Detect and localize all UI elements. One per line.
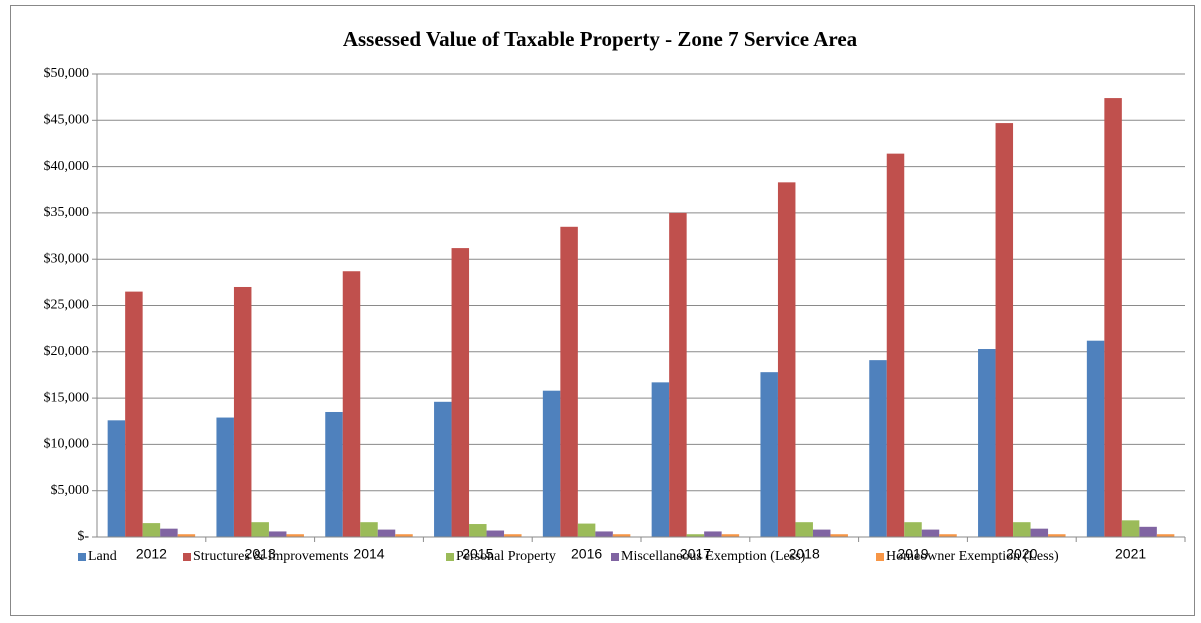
y-tick-label: $50,000: [44, 66, 90, 81]
bar: [577, 523, 596, 537]
bar: [995, 123, 1014, 537]
bar: [1104, 98, 1122, 538]
x-tick-label: 2021: [1115, 546, 1146, 562]
y-tick-label: $35,000: [44, 205, 90, 220]
bar: [504, 534, 522, 537]
legend-label: Land: [88, 549, 117, 564]
legend-label: Miscellaneous Exemption (Less): [621, 549, 806, 564]
bar: [1139, 526, 1157, 537]
bar: [978, 349, 996, 537]
x-tick-label: 2020: [1006, 546, 1037, 562]
x-tick-label: 2015: [462, 546, 493, 562]
bar: [1156, 534, 1175, 537]
bar: [704, 531, 722, 537]
bar: [760, 372, 778, 537]
legend-swatch: [183, 553, 191, 561]
bar: [777, 182, 796, 538]
x-tick-label: 2018: [789, 546, 820, 562]
legend-swatch: [446, 553, 454, 561]
bar: [451, 248, 470, 537]
bar: [233, 286, 252, 537]
bar: [669, 212, 687, 537]
bar: [921, 529, 940, 537]
bar: [939, 534, 957, 537]
legend-swatch: [78, 553, 86, 561]
x-tick-label: 2012: [136, 546, 167, 562]
y-tick-label: $15,000: [44, 390, 90, 405]
bar: [1048, 534, 1066, 537]
bar: [595, 531, 613, 537]
bar: [395, 534, 413, 537]
x-tick-label: 2014: [353, 546, 384, 562]
bar: [886, 153, 905, 538]
legend-label: Structures & Improvements: [193, 549, 349, 564]
x-tick-label: 2016: [571, 546, 602, 562]
y-tick-label: $45,000: [44, 113, 90, 128]
bar: [360, 522, 378, 537]
bar: [1030, 528, 1049, 537]
bar: [869, 360, 887, 537]
bar: [325, 411, 343, 537]
bar: [486, 530, 505, 537]
bar: [107, 420, 126, 537]
bar: [177, 534, 196, 537]
legend-label: Homeowner Exemption (Less): [886, 549, 1059, 564]
bar: [268, 531, 287, 537]
y-tick-label: $5,000: [51, 483, 90, 498]
y-tick-label: $10,000: [44, 437, 90, 452]
bar: [651, 382, 670, 537]
bar: [434, 401, 452, 537]
bar: [251, 522, 269, 537]
bar: [160, 528, 178, 537]
legend-swatch: [876, 553, 884, 561]
bar: [686, 534, 705, 537]
bar: [904, 522, 922, 537]
legend-label: Personal Property: [456, 549, 556, 564]
y-tick-label: $-: [77, 529, 89, 544]
chart-title: Assessed Value of Taxable Property - Zon…: [343, 27, 858, 51]
bar: [795, 522, 813, 537]
bar: [1013, 522, 1031, 537]
bar: [1086, 340, 1105, 537]
bar: [469, 524, 487, 537]
bar: [1121, 520, 1140, 537]
bar: [560, 226, 578, 538]
bar: [812, 529, 831, 537]
bar: [342, 271, 361, 537]
y-tick-label: $20,000: [44, 344, 90, 359]
bar: [142, 523, 161, 537]
y-tick-label: $30,000: [44, 251, 90, 266]
bar: [612, 534, 631, 537]
bar: [377, 529, 396, 537]
bar: [125, 291, 143, 537]
y-tick-label: $25,000: [44, 298, 90, 313]
bar: [721, 534, 740, 537]
bar: [216, 417, 234, 537]
x-tick-label: 2013: [245, 546, 276, 562]
bar: [830, 534, 848, 537]
x-tick-label: 2019: [897, 546, 928, 562]
legend-swatch: [611, 553, 619, 561]
bar: [542, 390, 561, 537]
x-tick-label: 2017: [680, 546, 711, 562]
bar: [286, 534, 304, 537]
y-tick-label: $40,000: [44, 159, 90, 174]
